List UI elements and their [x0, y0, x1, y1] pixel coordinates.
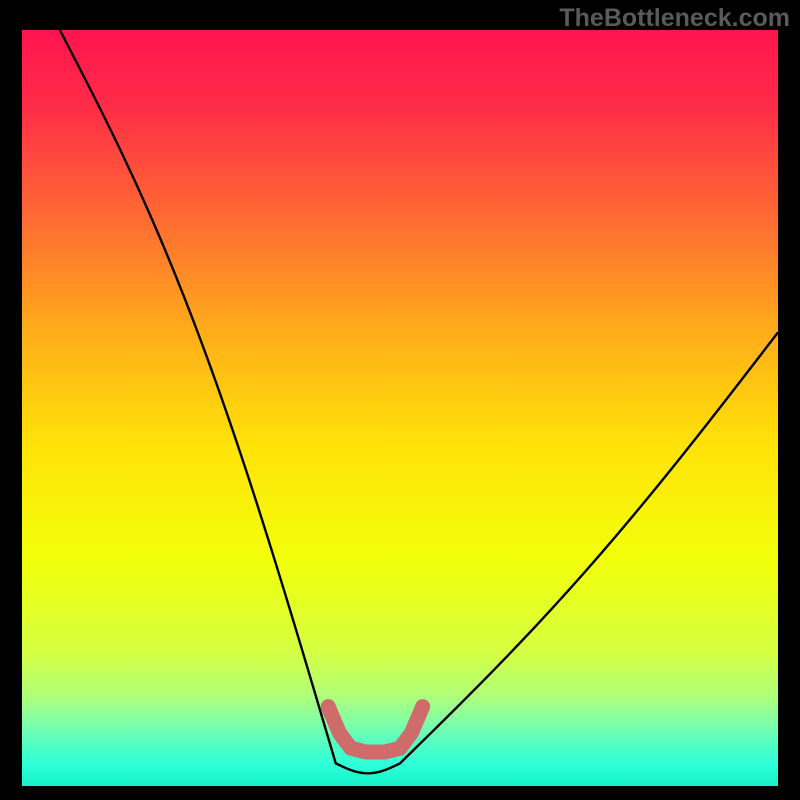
- watermark-text: TheBottleneck.com: [559, 4, 790, 33]
- bottleneck-curve: [60, 30, 778, 773]
- chart-frame: TheBottleneck.com: [0, 0, 800, 800]
- curve-layer: [0, 0, 800, 800]
- trough-marker: [328, 707, 423, 752]
